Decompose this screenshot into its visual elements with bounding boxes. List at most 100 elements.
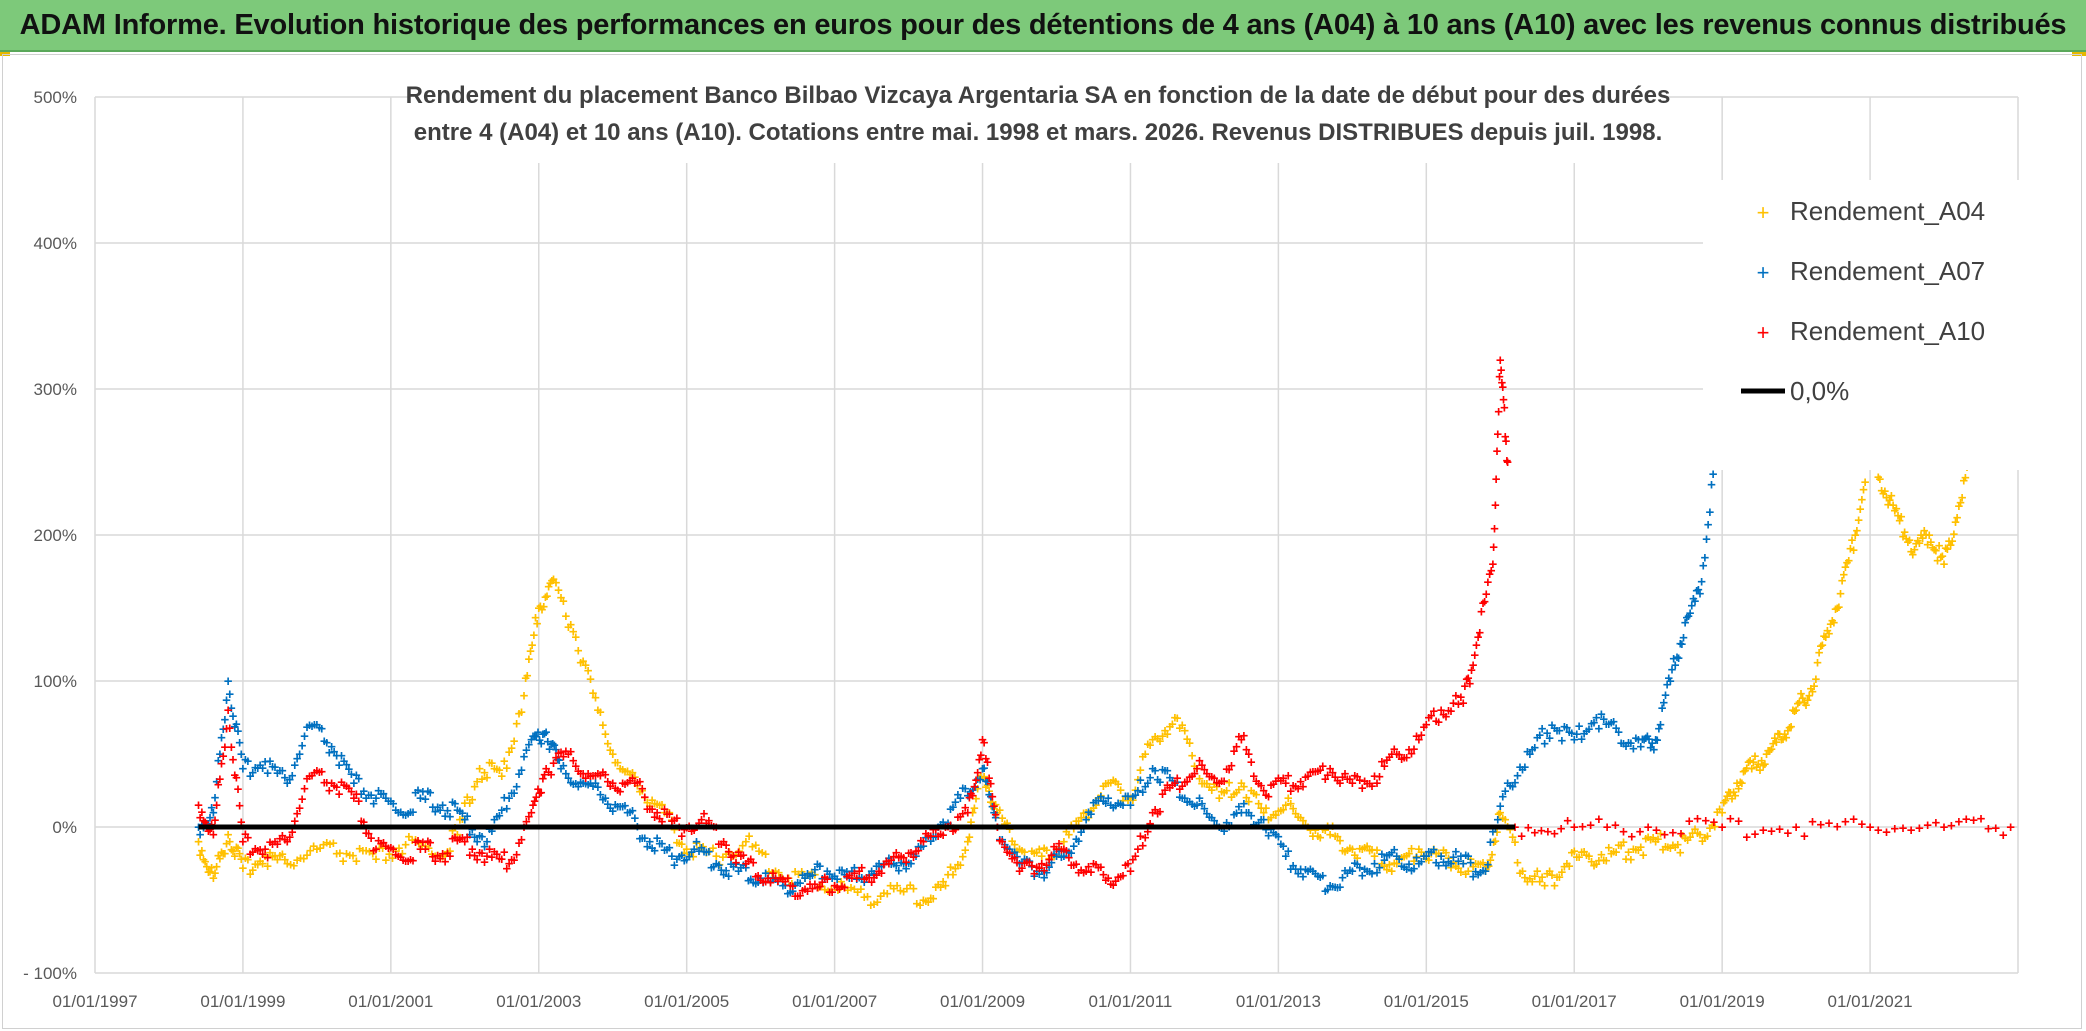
data-point: + bbox=[596, 767, 605, 784]
data-point: + bbox=[1235, 729, 1244, 746]
data-point: + bbox=[201, 854, 210, 871]
data-point: + bbox=[258, 846, 267, 863]
data-point: + bbox=[1015, 863, 1024, 880]
data-point: + bbox=[266, 845, 275, 862]
data-point: + bbox=[1537, 823, 1546, 840]
data-point: + bbox=[475, 827, 484, 844]
data-point: + bbox=[224, 702, 233, 719]
data-point: + bbox=[914, 838, 923, 855]
data-point: + bbox=[1474, 856, 1483, 873]
data-point: + bbox=[958, 780, 967, 797]
data-point: + bbox=[194, 797, 203, 814]
data-point: + bbox=[1479, 854, 1488, 871]
data-point: + bbox=[510, 785, 519, 802]
data-point: + bbox=[1523, 743, 1532, 760]
data-point: + bbox=[1784, 825, 1793, 842]
x-axis-ticks: 01/01/1997 01/01/1999 01/01/2001 01/01/2003… bbox=[52, 992, 1912, 1011]
data-point: + bbox=[1999, 827, 2008, 844]
data-point: + bbox=[579, 766, 588, 783]
data-point: + bbox=[354, 793, 363, 810]
data-point: + bbox=[382, 790, 391, 807]
data-point: + bbox=[596, 786, 605, 803]
data-point: + bbox=[884, 850, 893, 867]
data-point: + bbox=[1634, 731, 1643, 748]
data-point: + bbox=[1235, 781, 1244, 798]
data-point: + bbox=[386, 839, 395, 856]
data-point: + bbox=[388, 850, 397, 867]
data-point: + bbox=[1153, 772, 1162, 789]
data-point: + bbox=[293, 852, 302, 869]
data-point: + bbox=[1587, 853, 1596, 870]
data-point: + bbox=[295, 800, 304, 817]
data-point: + bbox=[738, 837, 747, 854]
data-point: + bbox=[502, 760, 511, 777]
data-point: + bbox=[1471, 863, 1480, 880]
data-point: + bbox=[621, 776, 630, 793]
data-point: + bbox=[1175, 781, 1184, 798]
data-point: + bbox=[1641, 830, 1650, 847]
data-point: + bbox=[1928, 539, 1937, 556]
data-point: + bbox=[1180, 774, 1189, 791]
data-point: + bbox=[1805, 687, 1814, 704]
data-point: + bbox=[1585, 848, 1594, 865]
data-point: + bbox=[1557, 821, 1566, 838]
data-point: + bbox=[285, 772, 294, 789]
data-point: + bbox=[1910, 542, 1919, 559]
data-point: + bbox=[549, 571, 558, 588]
data-point: + bbox=[399, 806, 408, 823]
data-point: + bbox=[882, 853, 891, 870]
data-point: + bbox=[1664, 670, 1673, 687]
data-point: + bbox=[1678, 636, 1687, 653]
data-point: + bbox=[1116, 782, 1125, 799]
data-point: + bbox=[1422, 850, 1431, 867]
data-point: + bbox=[1540, 735, 1549, 752]
data-point: + bbox=[1580, 725, 1589, 742]
data-point: + bbox=[1040, 840, 1049, 857]
data-point: + bbox=[207, 859, 216, 876]
data-point: + bbox=[534, 781, 543, 798]
data-point: + bbox=[303, 771, 312, 788]
data-point: + bbox=[1702, 531, 1711, 548]
data-point: + bbox=[1207, 782, 1216, 799]
data-point: + bbox=[1627, 828, 1636, 845]
data-point: + bbox=[754, 874, 763, 891]
data-point: + bbox=[741, 834, 750, 851]
data-point: + bbox=[431, 804, 440, 821]
data-point: + bbox=[695, 843, 704, 860]
data-point: + bbox=[1353, 856, 1362, 873]
data-point: + bbox=[1444, 850, 1453, 867]
data-point: + bbox=[1677, 826, 1686, 843]
y-tick-label: - 100% bbox=[23, 964, 77, 983]
data-point: + bbox=[1286, 783, 1295, 800]
data-point: + bbox=[1752, 759, 1761, 776]
data-point: + bbox=[470, 848, 479, 865]
data-point: + bbox=[727, 856, 736, 873]
data-point: + bbox=[1136, 828, 1145, 845]
data-point: + bbox=[899, 850, 908, 867]
data-point: + bbox=[798, 867, 807, 884]
data-point: + bbox=[929, 891, 938, 908]
data-point: + bbox=[1756, 762, 1765, 779]
data-point: + bbox=[1166, 770, 1175, 787]
data-point: + bbox=[473, 851, 482, 868]
data-point: + bbox=[1378, 846, 1387, 863]
data-point: + bbox=[273, 765, 282, 782]
data-point: + bbox=[424, 840, 433, 857]
data-point: + bbox=[271, 834, 280, 851]
data-point: + bbox=[359, 783, 368, 800]
data-point: + bbox=[1027, 858, 1036, 875]
data-point: + bbox=[1064, 844, 1073, 861]
data-point: + bbox=[1077, 809, 1086, 826]
data-point: + bbox=[319, 837, 328, 854]
data-point: + bbox=[426, 785, 435, 802]
data-point: + bbox=[863, 889, 872, 906]
data-point: + bbox=[1050, 848, 1059, 865]
data-point: + bbox=[672, 851, 681, 868]
data-point: + bbox=[1669, 651, 1678, 668]
data-point: + bbox=[409, 804, 418, 821]
data-point: + bbox=[857, 870, 866, 887]
data-point: + bbox=[211, 865, 220, 882]
data-point: + bbox=[523, 667, 532, 684]
data-point: + bbox=[1930, 541, 1939, 558]
data-point: + bbox=[635, 784, 644, 801]
